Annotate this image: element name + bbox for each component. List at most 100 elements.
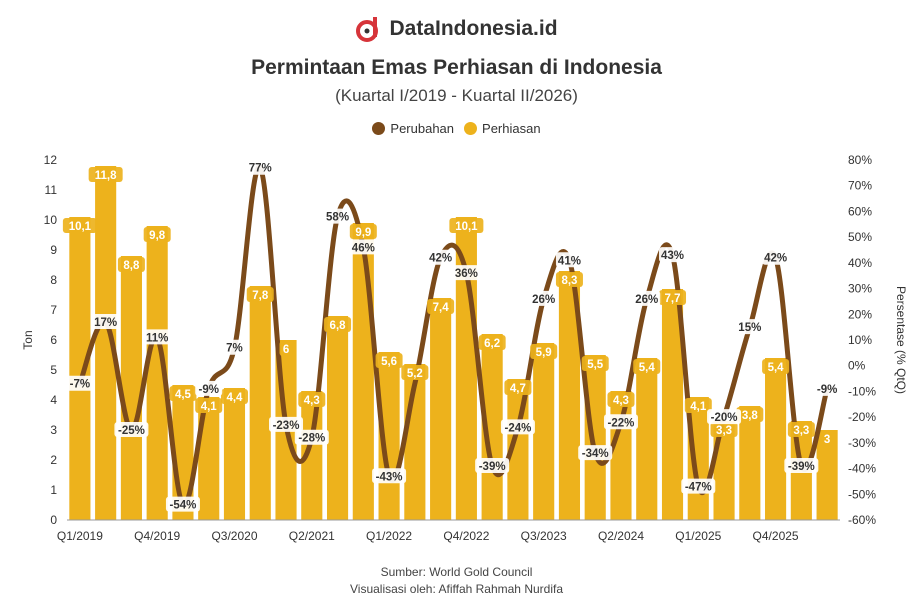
svg-text:5,9: 5,9 — [536, 347, 552, 359]
y-right-tick: -30% — [848, 436, 876, 450]
y-left-label: Ton — [21, 330, 35, 349]
svg-text:7,8: 7,8 — [252, 290, 269, 302]
svg-text:-47%: -47% — [685, 482, 712, 494]
line-value-label: -43% — [372, 468, 407, 484]
line-value-label: -25% — [114, 422, 149, 437]
svg-text:43%: 43% — [661, 250, 684, 262]
bar-value-label: 7,7 — [659, 290, 687, 305]
svg-text:-20%: -20% — [711, 412, 738, 424]
credit-note: Visualisasi oleh: Afiffah Rahmah Nurdifa — [349, 582, 563, 596]
y-right-tick: 50% — [848, 230, 872, 244]
y-left-tick: 6 — [50, 333, 57, 347]
bar-Q4/2024 — [661, 289, 684, 520]
bar-Q4/2023 — [558, 271, 581, 520]
line-value-label: 26% — [530, 290, 558, 306]
bar-value-label: 5,4 — [762, 359, 790, 374]
line-value-label: -9% — [813, 380, 841, 396]
line-value-label: -47% — [681, 478, 716, 494]
svg-text:41%: 41% — [558, 255, 581, 267]
bar-Q1/2019 — [69, 217, 91, 520]
bar-Q3/2019 — [120, 256, 142, 520]
svg-text:-9%: -9% — [198, 384, 218, 396]
line-value-label: 42% — [427, 249, 455, 265]
svg-text:77%: 77% — [249, 163, 272, 175]
x-tick-label: Q2/2024 — [598, 529, 644, 543]
bar-Q3/2023 — [533, 343, 555, 520]
y-right-tick: -20% — [848, 410, 876, 424]
legend-bar-label: Perhiasan — [482, 121, 541, 136]
svg-text:46%: 46% — [352, 242, 375, 254]
bar-value-label: 4,1 — [195, 398, 223, 413]
bar-value-label: 9,8 — [143, 227, 171, 242]
x-tick-label: Q1/2022 — [366, 529, 412, 543]
y-right-tick: -40% — [848, 462, 876, 476]
svg-text:11%: 11% — [146, 332, 168, 344]
bar-value-label: 4,1 — [684, 398, 712, 413]
legend-line-swatch — [372, 122, 386, 135]
svg-text:6: 6 — [283, 344, 289, 356]
bar-value-label: 5,6 — [375, 353, 403, 368]
x-tick-label: Q1/2019 — [57, 529, 103, 543]
bar-value-label: 10,1 — [449, 218, 484, 233]
bar-Q2/2024 — [610, 391, 632, 520]
bar-value-label: 7,8 — [246, 287, 274, 302]
svg-text:9,9: 9,9 — [355, 227, 371, 239]
y-left-tick: 10 — [44, 213, 58, 227]
line-value-label: -54% — [165, 496, 200, 512]
svg-text:4,3: 4,3 — [304, 395, 320, 407]
svg-text:7,4: 7,4 — [433, 302, 450, 314]
y-left-tick: 4 — [50, 393, 57, 407]
svg-text:26%: 26% — [532, 294, 555, 306]
svg-text:5,5: 5,5 — [587, 359, 604, 371]
svg-text:-23%: -23% — [273, 420, 300, 432]
bar-value-label: 7,4 — [427, 299, 455, 314]
svg-text:-39%: -39% — [479, 461, 506, 473]
x-tick-label: Q3/2020 — [211, 529, 257, 543]
bar-Q4/2025 — [765, 358, 787, 520]
line-value-label: 41% — [555, 252, 583, 268]
bar-Q4/2021 — [352, 223, 374, 520]
line-value-label: -39% — [784, 458, 819, 473]
svg-text:4,4: 4,4 — [226, 392, 243, 404]
svg-text:10,1: 10,1 — [455, 221, 478, 233]
bar-value-label: 8,8 — [117, 257, 145, 272]
svg-text:3: 3 — [824, 434, 830, 446]
svg-text:5,2: 5,2 — [407, 368, 423, 380]
line-value-label: 17% — [92, 314, 120, 329]
bar-Q2/2026 — [816, 430, 838, 520]
line-value-label: 36% — [452, 265, 480, 281]
svg-text:6,2: 6,2 — [484, 338, 500, 350]
svg-text:4,3: 4,3 — [613, 395, 629, 407]
y-right-tick: 20% — [848, 307, 872, 321]
y-right-label: Persentase (% QtQ) — [894, 286, 908, 394]
bar-value-label: 3,8 — [736, 407, 764, 422]
bar-value-label: 4,4 — [220, 389, 248, 404]
bar-Q3/2025 — [739, 406, 761, 520]
svg-text:4,1: 4,1 — [690, 401, 707, 413]
svg-text:-9%: -9% — [817, 384, 837, 396]
y-right-tick: 0% — [848, 359, 866, 373]
line-value-label: -39% — [475, 458, 510, 473]
line-value-label: -23% — [269, 416, 304, 432]
svg-text:9,8: 9,8 — [149, 230, 166, 242]
line-value-label: 15% — [736, 319, 764, 335]
svg-text:8,8: 8,8 — [123, 260, 140, 272]
svg-text:58%: 58% — [326, 212, 349, 224]
svg-text:3,3: 3,3 — [716, 425, 732, 437]
bar-Q3/2022 — [430, 298, 452, 520]
y-left-tick: 7 — [50, 303, 57, 317]
bar-labels-layer: 10,1 11,8 8,8 9,8 4,5 4,1 4,4 7,8 6 4,3 6,8 9,9 5,6 5… — [62, 167, 834, 446]
legend-item-bar: Perhiasan — [464, 121, 541, 136]
y-left-tick: 11 — [45, 183, 58, 197]
y-right-tick: 10% — [848, 333, 872, 347]
svg-text:-28%: -28% — [298, 433, 325, 445]
bar-value-label: 10,1 — [62, 218, 97, 233]
bar-value-label: 5,2 — [401, 365, 429, 380]
svg-text:42%: 42% — [764, 253, 787, 265]
line-labels-layer: -7% 17% -25% 11% -54% -9% 7% 77% -23%-28% 58% 46% -… — [66, 159, 841, 512]
bar-value-label: 6,8 — [324, 317, 352, 332]
svg-text:4,5: 4,5 — [175, 389, 192, 401]
chart-subtitle: (Kuartal I/2019 - Kuartal II/2026) — [335, 86, 578, 105]
bar-value-label: 6 — [279, 341, 293, 356]
